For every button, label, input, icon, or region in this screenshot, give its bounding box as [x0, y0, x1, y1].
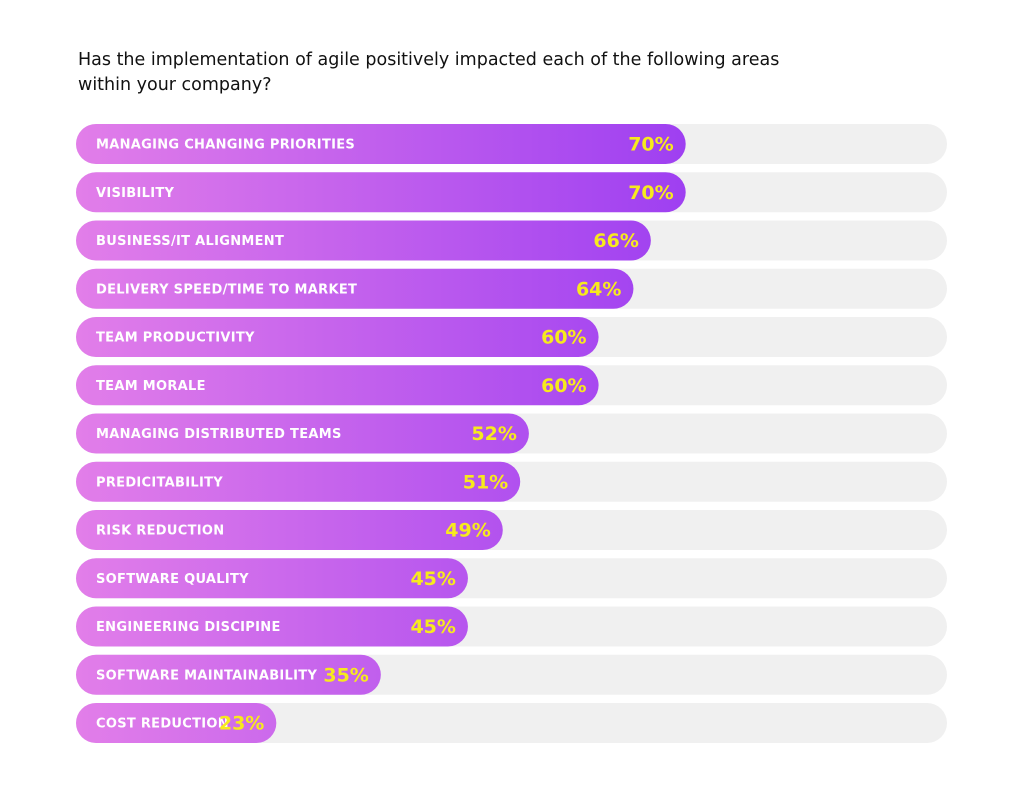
bar — [76, 654, 381, 695]
category-label: MANAGING DISTRIBUTED TEAMS — [96, 427, 342, 442]
category-label: TEAM MORALE — [96, 379, 206, 394]
value-label: 52% — [471, 423, 516, 445]
bar — [76, 703, 277, 743]
bar — [76, 317, 599, 357]
value-label: 60% — [541, 375, 586, 397]
value-label: 70% — [628, 134, 673, 156]
category-label: PREDICITABILITY — [96, 475, 223, 490]
value-label: 45% — [410, 616, 455, 638]
bar — [76, 172, 686, 213]
chart-title: Has the implementation of agile positive… — [78, 50, 780, 95]
bar — [76, 461, 521, 502]
value-label: 66% — [593, 230, 638, 252]
category-label: BUSINESS/IT ALIGNMENT — [96, 234, 284, 249]
value-label: 23% — [219, 713, 264, 735]
value-label: 51% — [463, 471, 508, 493]
category-label: TEAM PRODUCTIVITY — [96, 331, 255, 346]
category-label: MANAGING CHANGING PRIORITIES — [96, 138, 355, 153]
bar — [76, 413, 529, 454]
category-label: RISK REDUCTION — [96, 524, 224, 539]
bar — [76, 220, 651, 261]
value-label: 70% — [628, 182, 673, 204]
value-label: 45% — [410, 568, 455, 590]
bar — [76, 268, 634, 309]
value-label: 49% — [445, 520, 490, 542]
category-label: SOFTWARE QUALITY — [96, 572, 249, 587]
category-label: COST REDUCTION — [96, 717, 229, 732]
category-label: ENGINEERING DISCIPINE — [96, 620, 281, 635]
value-label: 64% — [576, 278, 621, 300]
bar — [76, 365, 599, 406]
value-label: 60% — [541, 327, 586, 349]
bar — [76, 558, 468, 599]
category-label: VISIBILITY — [96, 186, 175, 201]
bar — [76, 510, 503, 550]
category-label: SOFTWARE MAINTAINABILITY — [96, 668, 317, 683]
category-label: DELIVERY SPEED/TIME TO MARKET — [96, 282, 357, 297]
track — [76, 703, 947, 743]
bar — [76, 606, 468, 647]
bar — [76, 124, 686, 164]
value-label: 35% — [323, 664, 368, 686]
